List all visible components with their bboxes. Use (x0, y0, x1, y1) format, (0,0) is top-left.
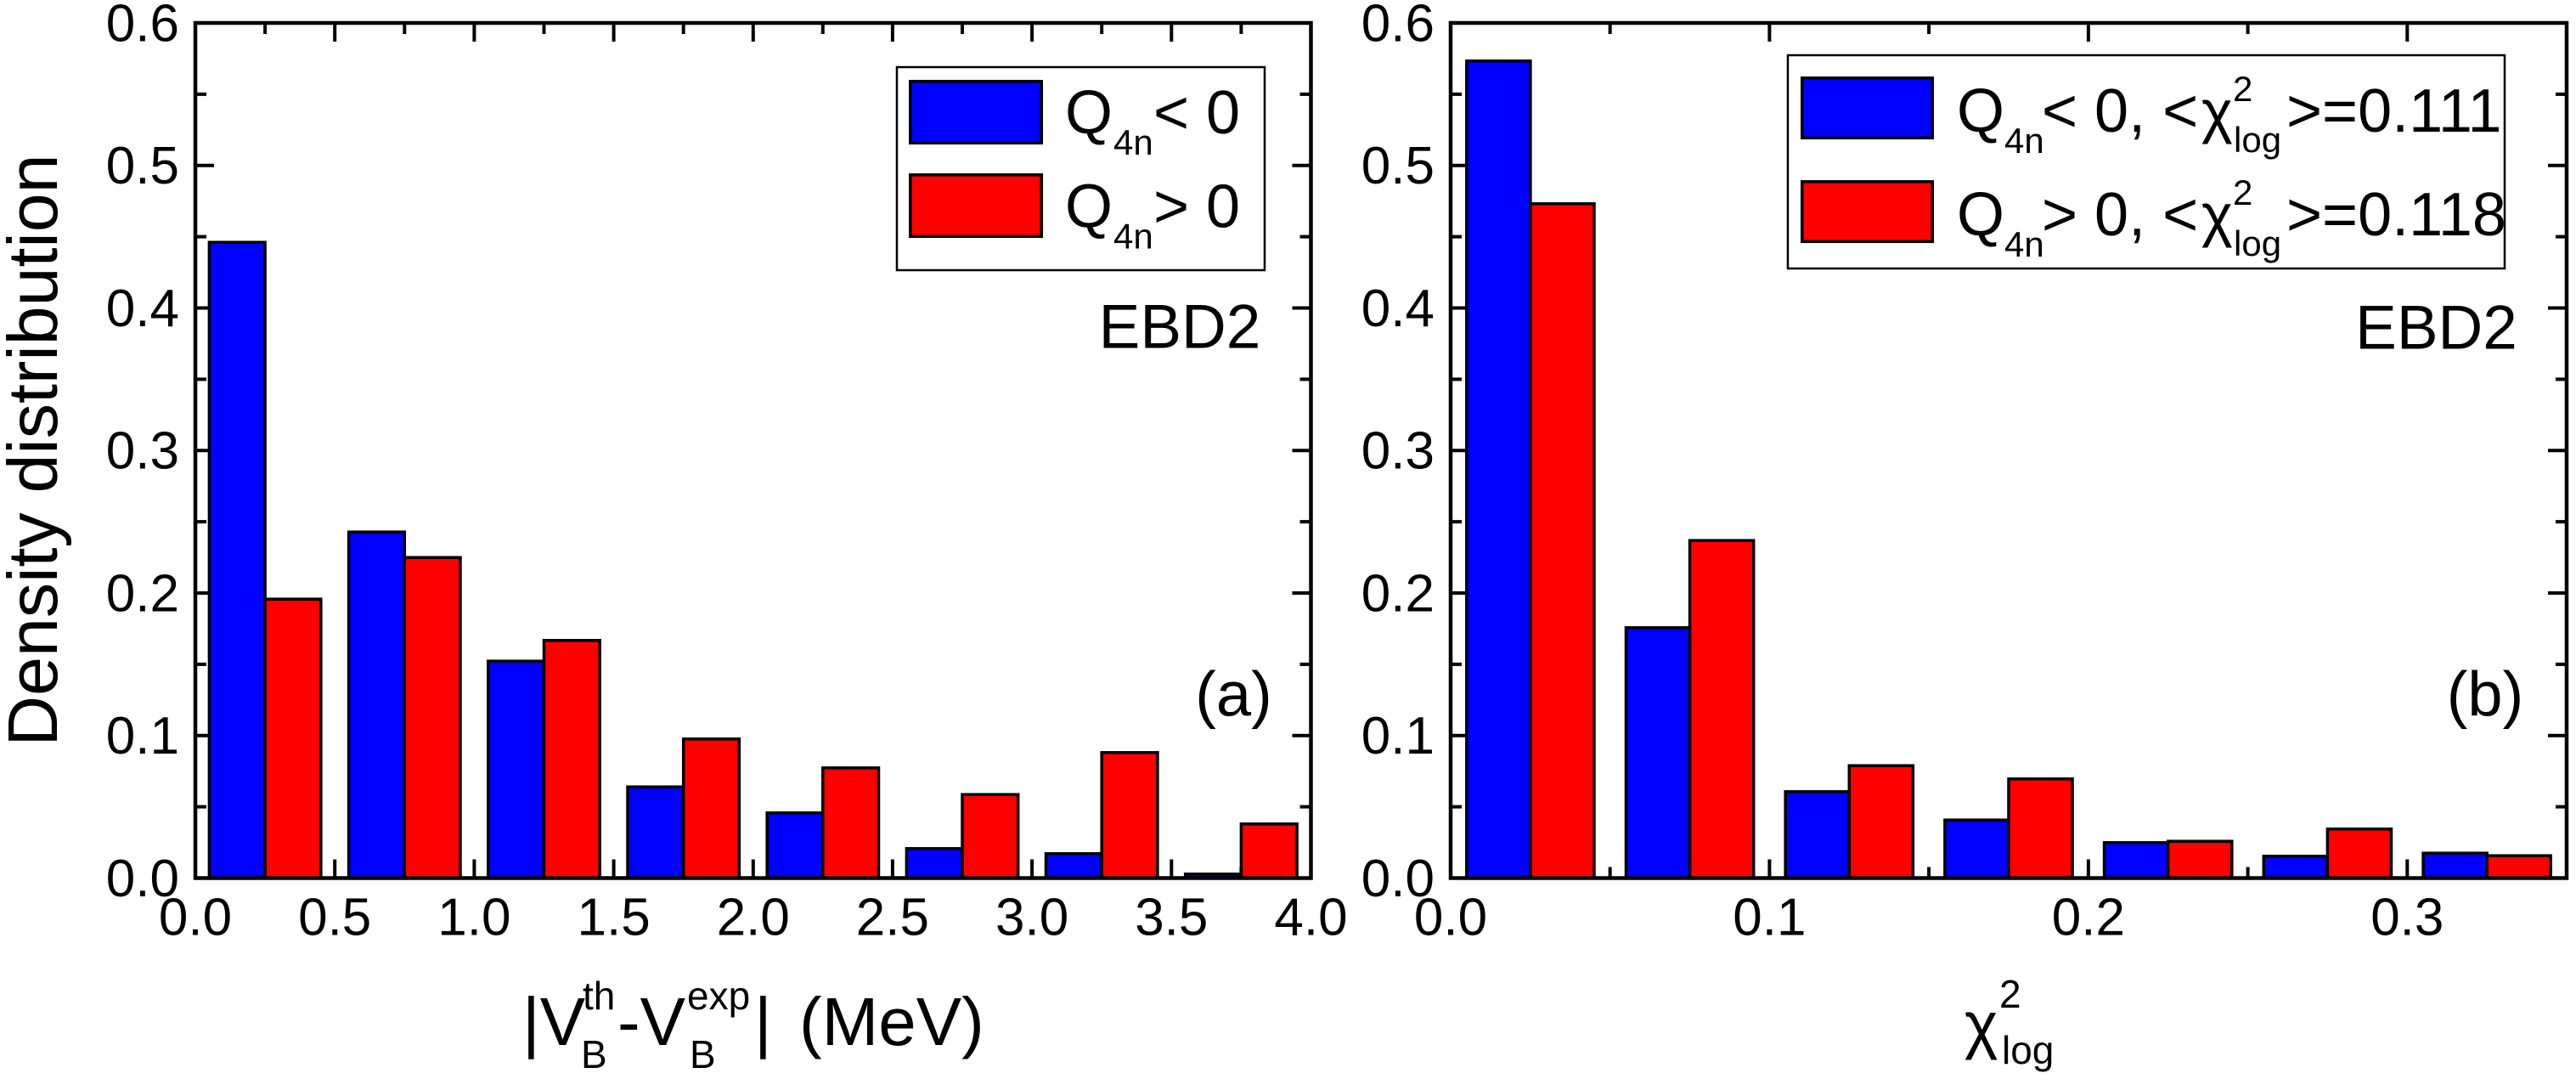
svg-text:2: 2 (1999, 972, 2021, 1016)
svg-text:2: 2 (2233, 69, 2252, 109)
svg-text:2.5: 2.5 (856, 889, 929, 947)
svg-text:>=0.118: >=0.118 (2286, 181, 2506, 249)
svg-text:3.5: 3.5 (1135, 889, 1208, 947)
svg-text:|: | (754, 984, 772, 1059)
svg-text:(a): (a) (1195, 659, 1271, 730)
svg-text:0.0: 0.0 (1361, 850, 1435, 908)
svg-text:EBD2: EBD2 (2355, 294, 2517, 363)
svg-text:Q: Q (1065, 79, 1113, 147)
svg-text:B: B (581, 1032, 607, 1076)
svg-text:0.3: 0.3 (1361, 422, 1435, 481)
svg-text:0.5: 0.5 (298, 889, 371, 947)
svg-text:0.1: 0.1 (1733, 889, 1806, 947)
svg-text:th: th (583, 974, 615, 1018)
svg-text:Q: Q (1065, 173, 1113, 241)
svg-text:4.0: 4.0 (1274, 889, 1347, 947)
svg-text:4n: 4n (1113, 122, 1153, 162)
svg-text:> 0, <: > 0, < (2042, 181, 2198, 249)
svg-text:Q: Q (1957, 181, 2004, 249)
svg-text:log: log (2002, 1028, 2054, 1072)
svg-text:(b): (b) (2447, 659, 2523, 730)
svg-text:0.6: 0.6 (1361, 0, 1435, 53)
svg-text:0.5: 0.5 (1361, 137, 1435, 195)
svg-text:χ: χ (1964, 989, 1998, 1060)
svg-text:0.0: 0.0 (1414, 889, 1487, 947)
svg-text:0.5: 0.5 (106, 137, 179, 195)
svg-text:3.0: 3.0 (995, 889, 1068, 947)
svg-text:(MeV): (MeV) (799, 984, 984, 1059)
svg-text:log: log (2234, 120, 2281, 160)
svg-text:2.0: 2.0 (717, 889, 790, 947)
svg-text:0.3: 0.3 (2370, 889, 2444, 947)
svg-text:1.5: 1.5 (577, 889, 650, 947)
svg-text:0.2: 0.2 (2052, 889, 2125, 947)
svg-text:EBD2: EBD2 (1099, 293, 1261, 362)
svg-text:Density distribution: Density distribution (0, 155, 72, 747)
svg-text:4n: 4n (1113, 217, 1153, 257)
svg-text:Q: Q (1957, 77, 2004, 145)
svg-text:0.2: 0.2 (106, 564, 179, 623)
svg-text:0.4: 0.4 (1361, 280, 1435, 338)
svg-text:< 0: < 0 (1153, 79, 1240, 147)
svg-text:0.6: 0.6 (106, 0, 179, 53)
svg-text:4n: 4n (2004, 224, 2044, 264)
svg-text:1.0: 1.0 (437, 889, 510, 947)
svg-text:> 0: > 0 (1153, 173, 1240, 241)
svg-text:0.0: 0.0 (106, 850, 179, 908)
svg-text:0.1: 0.1 (106, 707, 179, 765)
svg-text:0.0: 0.0 (159, 889, 232, 947)
svg-text:2: 2 (2233, 172, 2252, 212)
svg-text:0.2: 0.2 (1361, 564, 1435, 623)
svg-text:χ: χ (2201, 78, 2233, 144)
svg-text:log: log (2234, 223, 2281, 263)
svg-text:|V: |V (522, 984, 586, 1059)
svg-text:< 0, <: < 0, < (2042, 77, 2198, 145)
svg-text:0.3: 0.3 (106, 422, 179, 481)
svg-text:-V: -V (617, 984, 686, 1059)
svg-text:0.1: 0.1 (1361, 707, 1435, 765)
svg-text:B: B (690, 1032, 716, 1076)
svg-text:0.4: 0.4 (106, 280, 179, 338)
svg-text:>=0.111: >=0.111 (2286, 77, 2502, 145)
svg-text:exp: exp (687, 974, 750, 1018)
svg-text:χ: χ (2201, 182, 2233, 248)
svg-text:4n: 4n (2004, 121, 2044, 161)
